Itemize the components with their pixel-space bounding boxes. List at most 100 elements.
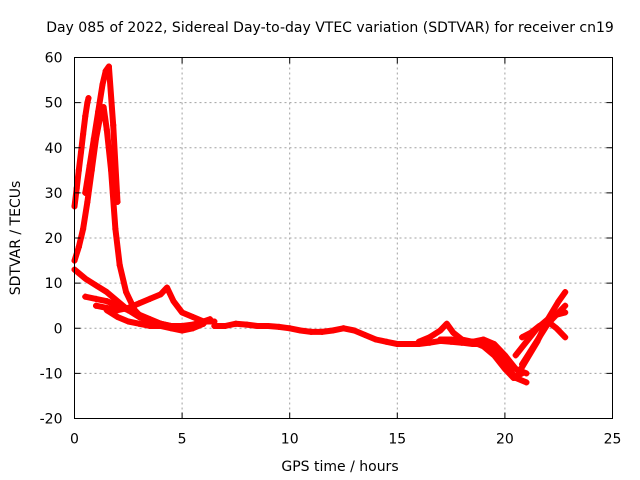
data-point <box>157 291 164 298</box>
data-point <box>254 322 261 329</box>
data-point <box>114 313 121 320</box>
data-point <box>480 343 487 350</box>
data-point <box>562 302 569 309</box>
data-point <box>86 162 93 169</box>
data-point <box>536 334 543 341</box>
data-point <box>146 322 153 329</box>
data-point <box>562 334 569 341</box>
data-point <box>82 275 89 282</box>
data-point <box>523 370 530 377</box>
data-point <box>394 341 401 348</box>
x-tick-label: 10 <box>281 432 299 448</box>
data-point <box>123 289 130 296</box>
data-point <box>207 316 214 323</box>
data-point <box>146 295 153 302</box>
data-point <box>275 323 282 330</box>
data-point <box>164 284 171 291</box>
data-point <box>405 341 412 348</box>
series-arc7 <box>103 307 207 334</box>
data-point <box>553 325 560 332</box>
data-point <box>512 374 519 381</box>
x-tick-label: 15 <box>388 432 406 448</box>
data-point <box>110 122 117 129</box>
y-axis-label: SDTVAR / TECUs <box>8 181 24 296</box>
data-point <box>553 311 560 318</box>
data-point <box>562 309 569 316</box>
data-point <box>437 327 444 334</box>
data-point <box>103 289 110 296</box>
x-tick-label: 0 <box>70 432 79 448</box>
data-point <box>82 293 89 300</box>
data-point <box>114 198 121 205</box>
data-point <box>265 322 272 329</box>
data-point <box>90 135 97 142</box>
data-point <box>75 244 82 251</box>
tick-layer: 0 5 10 15 20 25 -20 -10 0 10 20 30 40 50 60 <box>40 51 622 448</box>
data-point <box>75 167 82 174</box>
data-point <box>99 81 106 88</box>
data-point <box>84 198 91 205</box>
data-point <box>329 327 336 334</box>
x-tick-label: 25 <box>604 432 622 448</box>
data-point <box>80 225 87 232</box>
data-point <box>450 329 457 336</box>
data-point <box>527 329 534 336</box>
y-tick-label: 60 <box>45 51 63 67</box>
data-point <box>536 322 543 329</box>
data-point <box>527 347 534 354</box>
data-point <box>426 334 433 341</box>
x-axis-label: GPS time / hours <box>281 459 398 475</box>
data-point <box>501 352 508 359</box>
data-point <box>125 318 132 325</box>
data-point <box>243 321 250 328</box>
data-point <box>95 108 102 115</box>
data-point <box>297 327 304 334</box>
data-point <box>469 338 476 345</box>
data-point <box>562 289 569 296</box>
data-point <box>458 337 465 344</box>
data-point <box>437 336 444 343</box>
y-tick-label: 20 <box>45 231 63 247</box>
data-point <box>125 304 132 311</box>
data-point <box>189 313 196 320</box>
y-tick-label: 10 <box>45 276 63 292</box>
data-point <box>103 307 110 314</box>
x-tick-label: 20 <box>496 432 514 448</box>
data-point <box>426 339 433 346</box>
data-point <box>136 300 143 307</box>
data-point <box>80 131 87 138</box>
data-point <box>501 365 508 372</box>
data-point <box>189 325 196 332</box>
data-point <box>512 352 519 359</box>
data-point <box>146 316 153 323</box>
data-point <box>85 95 92 102</box>
data-point <box>555 298 562 305</box>
data-point <box>523 338 530 345</box>
data-point <box>116 262 123 269</box>
data-point <box>157 322 164 329</box>
data-point <box>351 327 358 334</box>
data-point <box>415 338 422 345</box>
data-point <box>448 336 455 343</box>
data-point <box>179 309 186 316</box>
y-tick-label: 0 <box>54 321 63 337</box>
y-tick-label: 40 <box>45 141 63 157</box>
data-point <box>103 298 110 305</box>
data-point <box>82 189 89 196</box>
data-layer <box>71 63 569 386</box>
data-point <box>480 336 487 343</box>
data-point <box>93 295 100 302</box>
data-point <box>102 68 109 75</box>
data-point <box>318 328 325 335</box>
y-tick-label: 30 <box>45 186 63 202</box>
data-point <box>443 320 450 327</box>
data-point <box>136 320 143 327</box>
x-tick-label: 5 <box>178 432 187 448</box>
y-tick-label: -20 <box>40 412 63 428</box>
data-point <box>170 298 177 305</box>
y-tick-label: 50 <box>45 96 63 112</box>
data-point <box>93 282 100 289</box>
data-point <box>286 325 293 332</box>
data-point <box>372 336 379 343</box>
